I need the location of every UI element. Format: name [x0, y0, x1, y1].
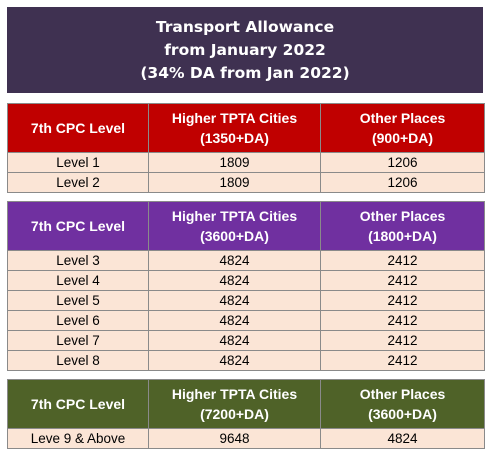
title-line-2: from January 2022: [164, 41, 326, 59]
cell-other: 2412: [320, 310, 485, 331]
cell-level: Level 5: [7, 290, 149, 311]
allowance-table-level-3-8: 7th CPC Level Higher TPTA Cities (3600+DA…: [7, 201, 485, 371]
cell-other: 2412: [320, 290, 485, 311]
header-other-places: Other Places (3600+DA): [320, 379, 485, 429]
table-row: Level 8 4824 2412: [7, 350, 485, 371]
cell-other: 2412: [320, 350, 485, 371]
cell-higher: 1809: [148, 172, 321, 193]
cell-higher: 4824: [148, 270, 321, 291]
cell-level: Level 7: [7, 330, 149, 351]
cell-other: 1206: [320, 152, 485, 173]
cell-higher: 4824: [148, 290, 321, 311]
header-other-places: Other Places (1800+DA): [320, 201, 485, 251]
cell-higher: 4824: [148, 310, 321, 331]
cell-level: Leve 9 & Above: [7, 428, 149, 449]
cell-level: Level 2: [7, 172, 149, 193]
title-line-3: (34% DA from Jan 2022): [140, 64, 350, 82]
cell-level: Level 8: [7, 350, 149, 371]
table-row: Level 4 4824 2412: [7, 270, 485, 291]
cell-level: Level 3: [7, 250, 149, 271]
header-higher-tpta: Higher TPTA Cities (1350+DA): [148, 103, 321, 153]
cell-other: 1206: [320, 172, 485, 193]
header-level: 7th CPC Level: [7, 103, 149, 153]
header-level: 7th CPC Level: [7, 379, 149, 429]
cell-other: 4824: [320, 428, 485, 449]
cell-higher: 9648: [148, 428, 321, 449]
cell-higher: 4824: [148, 350, 321, 371]
table-row: Level 7 4824 2412: [7, 330, 485, 351]
table-row: Leve 9 & Above 9648 4824: [7, 428, 485, 449]
cell-higher: 1809: [148, 152, 321, 173]
cell-level: Level 4: [7, 270, 149, 291]
table-header-row: 7th CPC Level Higher TPTA Cities (3600+DA…: [7, 201, 485, 251]
cell-other: 2412: [320, 250, 485, 271]
title-banner: Transport Allowance from January 2022 (3…: [7, 7, 483, 93]
allowance-table-level-9-above: 7th CPC Level Higher TPTA Cities (7200+DA…: [7, 379, 485, 449]
cell-other: 2412: [320, 270, 485, 291]
table-row: Level 3 4824 2412: [7, 250, 485, 271]
header-higher-tpta: Higher TPTA Cities (7200+DA): [148, 379, 321, 429]
header-level: 7th CPC Level: [7, 201, 149, 251]
header-higher-tpta: Higher TPTA Cities (3600+DA): [148, 201, 321, 251]
title-line-1: Transport Allowance: [155, 18, 335, 36]
allowance-table-level-1-2: 7th CPC Level Higher TPTA Cities (1350+DA…: [7, 103, 485, 193]
cell-higher: 4824: [148, 330, 321, 351]
cell-level: Level 1: [7, 152, 149, 173]
table-header-row: 7th CPC Level Higher TPTA Cities (1350+DA…: [7, 103, 485, 153]
cell-level: Level 6: [7, 310, 149, 331]
cell-higher: 4824: [148, 250, 321, 271]
table-row: Level 6 4824 2412: [7, 310, 485, 331]
cell-other: 2412: [320, 330, 485, 351]
header-other-places: Other Places (900+DA): [320, 103, 485, 153]
table-row: Level 1 1809 1206: [7, 152, 485, 173]
table-row: Level 2 1809 1206: [7, 172, 485, 193]
table-header-row: 7th CPC Level Higher TPTA Cities (7200+DA…: [7, 379, 485, 429]
table-row: Level 5 4824 2412: [7, 290, 485, 311]
